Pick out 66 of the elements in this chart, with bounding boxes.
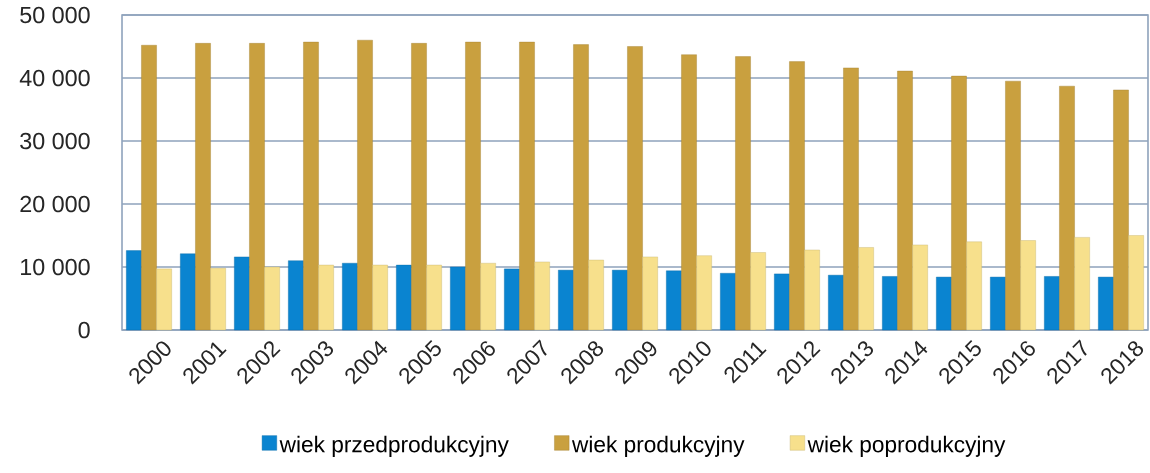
bar xyxy=(210,268,226,331)
bar xyxy=(234,256,250,331)
bar xyxy=(1113,89,1129,331)
bar xyxy=(396,264,412,331)
bar xyxy=(288,260,304,331)
bar xyxy=(990,276,1006,331)
bar xyxy=(843,67,859,331)
bar xyxy=(465,41,481,331)
bar xyxy=(504,268,520,331)
bar xyxy=(411,43,427,331)
bar xyxy=(372,264,388,331)
bar xyxy=(696,255,712,331)
bar xyxy=(588,259,604,331)
y-tick-label: 40 000 xyxy=(19,69,90,87)
bar xyxy=(1098,276,1114,331)
bar xyxy=(1005,80,1021,331)
legend-label: wiek poprodukcyjny xyxy=(807,435,1006,457)
bar xyxy=(573,44,589,331)
bar xyxy=(480,263,496,331)
y-tick-label: 0 xyxy=(78,321,90,339)
bar xyxy=(966,241,982,331)
bar xyxy=(156,268,172,331)
bar xyxy=(666,270,682,331)
bar xyxy=(951,75,967,331)
y-tick-label: 20 000 xyxy=(20,195,90,213)
bar xyxy=(936,276,952,331)
y-tick-label: 30 000 xyxy=(20,132,90,150)
bar xyxy=(612,269,628,331)
bar xyxy=(828,274,844,331)
bar xyxy=(180,253,196,331)
bar xyxy=(126,250,142,331)
bar xyxy=(720,273,736,331)
bar xyxy=(1074,237,1090,331)
bar xyxy=(897,70,913,331)
bar xyxy=(789,61,805,331)
bar xyxy=(426,264,442,331)
bar xyxy=(912,244,928,331)
bar xyxy=(804,249,820,331)
bar xyxy=(318,264,334,331)
bar xyxy=(558,269,574,331)
bar xyxy=(627,46,643,331)
bar xyxy=(858,247,874,331)
bar xyxy=(1020,240,1036,331)
bar xyxy=(519,41,535,331)
bar xyxy=(264,266,280,331)
bar xyxy=(774,273,790,331)
bar xyxy=(249,43,265,331)
bar xyxy=(534,261,550,331)
bar xyxy=(642,256,658,331)
bar xyxy=(681,54,697,331)
bar xyxy=(342,263,358,331)
bar xyxy=(1128,235,1144,331)
bar xyxy=(303,41,319,331)
bar xyxy=(750,252,766,331)
legend-label: wiek produkcyjny xyxy=(571,435,745,457)
bar xyxy=(450,266,466,331)
bar xyxy=(195,43,211,331)
bar xyxy=(1044,276,1060,331)
bar xyxy=(1059,85,1075,331)
bar xyxy=(141,45,157,331)
bar xyxy=(735,56,751,331)
legend-label: wiek przedprodukcyjny xyxy=(279,435,509,457)
y-tick-label: 50 000 xyxy=(20,6,90,24)
bar xyxy=(882,276,898,331)
bar xyxy=(357,40,373,331)
y-tick-label: 10 000 xyxy=(21,258,90,276)
